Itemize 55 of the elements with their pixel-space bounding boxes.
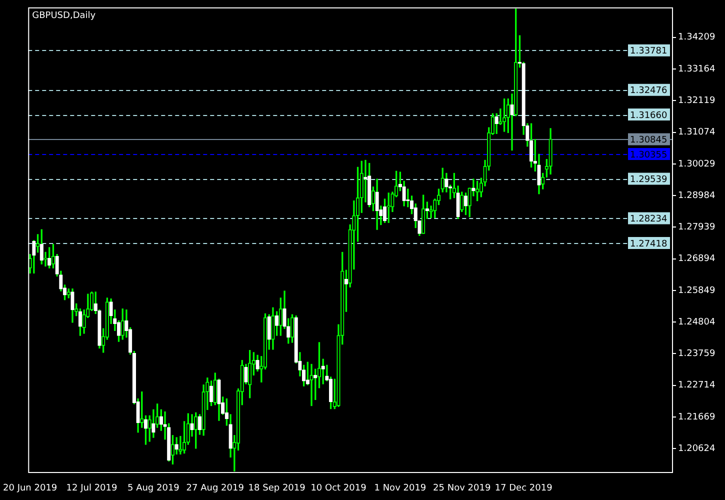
candlestick (209, 380, 214, 406)
x-tick-label: 10 Oct 2019 (310, 484, 367, 494)
y-tick-label: 1.33164 (678, 64, 716, 74)
y-tick-label: 1.28984 (678, 190, 716, 201)
candlestick (278, 298, 283, 336)
candlestick (40, 229, 44, 264)
ref-line-label: 1.28234 (630, 214, 668, 225)
ref-line-label: 1.30355 (630, 150, 668, 160)
candlestick (271, 307, 275, 350)
candlestick (44, 252, 48, 267)
x-tick-label: 27 Aug 2019 (186, 484, 244, 494)
candlestick (248, 350, 252, 398)
y-tick-label: 1.23759 (678, 349, 716, 360)
candlestick (174, 437, 178, 454)
x-tick-label: 12 Jul 2019 (66, 484, 118, 494)
ref-line-label: 1.29539 (630, 175, 668, 186)
ref-line-label: 1.30845 (630, 136, 668, 146)
y-tick-label: 1.27939 (678, 222, 716, 233)
ref-line-label: 1.27418 (630, 239, 668, 250)
candlestick (502, 98, 506, 132)
x-tick-label: 5 Aug 2019 (127, 484, 180, 494)
candlestick (170, 435, 175, 464)
y-tick-label: 1.30029 (678, 159, 716, 170)
y-tick-label: 1.25849 (678, 286, 716, 296)
candlestick (548, 128, 552, 174)
candlestick (529, 123, 534, 168)
candlestick (421, 194, 426, 234)
y-tick-label: 1.24804 (678, 317, 716, 328)
y-tick-label: 1.26894 (678, 254, 716, 264)
candlestick (368, 162, 372, 208)
candlestick (213, 372, 217, 406)
candlestick (460, 192, 464, 212)
candlestick (375, 178, 379, 230)
x-tick-label: 17 Dec 2019 (494, 484, 553, 494)
candlestick (70, 288, 74, 323)
candlestick (66, 288, 70, 298)
y-tick-label: 1.34209 (678, 32, 716, 43)
x-tick-label: 18 Sep 2019 (248, 484, 306, 494)
y-tick-label: 1.32119 (678, 96, 716, 106)
chart-title: GBPUSD,Daily (32, 11, 96, 22)
x-tick-label: 1 Nov 2019 (374, 484, 426, 494)
ref-line-label: 1.31660 (630, 110, 668, 121)
candlestick (310, 364, 314, 406)
x-tick-label: 25 Nov 2019 (433, 484, 491, 494)
y-tick-label: 1.22714 (678, 380, 716, 391)
y-tick-label: 1.31074 (678, 128, 716, 138)
x-tick-label: 20 Jun 2019 (3, 484, 58, 494)
candlestick (51, 244, 56, 268)
y-tick-label: 1.21669 (678, 412, 716, 422)
candlestick (364, 160, 368, 202)
ref-line-label: 1.33781 (630, 46, 668, 57)
candlestick (475, 180, 480, 202)
candlestick (120, 308, 124, 340)
ref-line-label: 1.32476 (630, 86, 668, 96)
y-tick-label: 1.20624 (678, 444, 716, 454)
